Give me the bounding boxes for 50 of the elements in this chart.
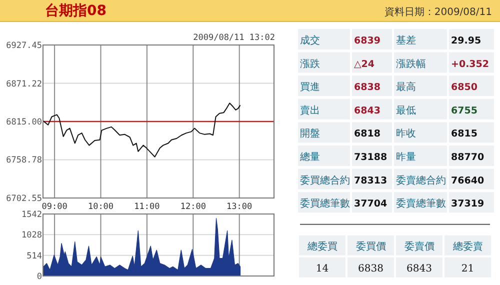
y-tick-label: 6815.00 bbox=[6, 118, 42, 128]
y-tick-label: 6871.22 bbox=[6, 79, 42, 90]
table-cell: 37319 bbox=[449, 192, 494, 213]
table-cell: 基差 bbox=[394, 29, 447, 50]
table-cell: 78313 bbox=[352, 168, 392, 190]
table-cell: 29.95 bbox=[449, 29, 494, 50]
table-cell: 委買總合約 bbox=[298, 168, 350, 190]
table-cell: 最低 bbox=[394, 98, 447, 120]
table-cell: 6838 bbox=[352, 76, 392, 96]
table-cell: +0.352 bbox=[449, 52, 494, 73]
chart-title: 台期指08 bbox=[45, 3, 106, 19]
x-tick-label: 13:00 bbox=[226, 202, 252, 212]
table-cell: 成交 bbox=[298, 29, 350, 50]
table-cell: 6839 bbox=[352, 29, 392, 50]
text: 2009/08/11 13:02 bbox=[193, 33, 275, 43]
y-tick-label: 6927.45 bbox=[6, 41, 42, 51]
x-tick-label: 10:00 bbox=[88, 202, 114, 212]
table-cell: △24 bbox=[352, 52, 392, 73]
table-cell: 買進 bbox=[298, 76, 350, 96]
y-tick-label: 1542 bbox=[22, 210, 42, 220]
table-cell: 76640 bbox=[449, 168, 494, 190]
line-series bbox=[42, 102, 241, 158]
table-cell: 委賣總筆數 bbox=[394, 192, 447, 213]
table-cell: 最高 bbox=[394, 76, 447, 96]
table-cell: 37704 bbox=[352, 192, 392, 213]
table-cell: 6843 bbox=[352, 98, 392, 120]
x-tick-label: 12:00 bbox=[180, 202, 206, 212]
y-tick-label: 1028 bbox=[22, 230, 42, 241]
y-tick-label: 6702.55 bbox=[6, 194, 42, 204]
table-cell: 6850 bbox=[449, 76, 494, 96]
table-cell: 6755 bbox=[449, 98, 494, 120]
x-tick-label: 11:00 bbox=[134, 202, 160, 212]
table-cell: 委賣總合約 bbox=[394, 168, 447, 190]
table-cell: 賣出 bbox=[298, 98, 350, 120]
table-cell: 6818 bbox=[352, 122, 392, 143]
table-cell: 委買總筆數 bbox=[298, 192, 350, 213]
table-cell: 漲跌幅 bbox=[394, 52, 447, 73]
y-tick-label: 514 bbox=[26, 251, 42, 262]
x-tick-label: 09:00 bbox=[42, 202, 68, 212]
table-cell: 73188 bbox=[352, 146, 392, 166]
y-tick-label: 6758.78 bbox=[6, 156, 42, 166]
text: 資料日期：2009/08/11 bbox=[384, 6, 492, 18]
table-cell: 開盤 bbox=[298, 122, 350, 143]
table-cell: 6815 bbox=[449, 122, 494, 143]
table-cell: 88770 bbox=[449, 146, 494, 166]
table-cell: 總量 bbox=[298, 146, 350, 166]
table-cell: 昨收 bbox=[394, 122, 447, 143]
table-cell: 昨量 bbox=[394, 146, 447, 166]
y-tick-label: 0 bbox=[36, 272, 42, 282]
table-cell: 漲跌 bbox=[298, 52, 350, 73]
